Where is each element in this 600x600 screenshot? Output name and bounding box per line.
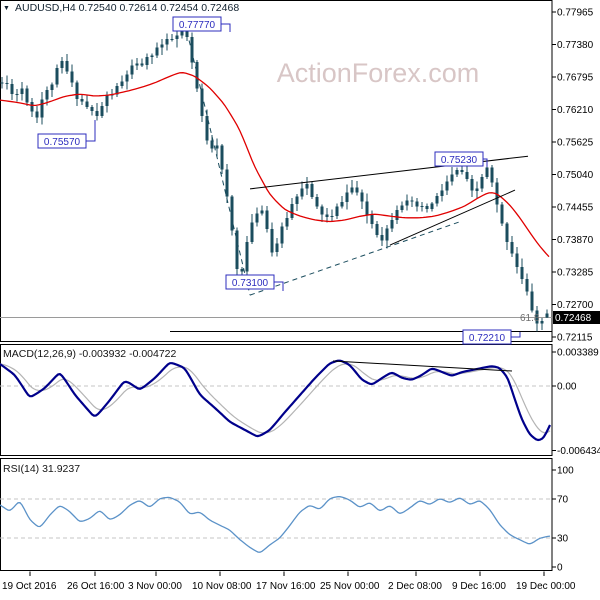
- rsi-indicator-title: RSI(14) 31.9237: [3, 463, 80, 475]
- svg-text:0.74455: 0.74455: [557, 203, 594, 214]
- svg-text:0.77380: 0.77380: [557, 40, 594, 51]
- svg-text:0.00: 0.00: [557, 382, 577, 393]
- svg-text:0.77770: 0.77770: [179, 20, 216, 31]
- current-price-tag-text: 0.72468: [555, 313, 592, 324]
- svg-text:25 Nov 00:00: 25 Nov 00:00: [320, 581, 380, 592]
- svg-text:0.77965: 0.77965: [557, 8, 594, 19]
- macd-indicator-title: MACD(12,26,9) -0.003932 -0.004722: [3, 348, 177, 360]
- svg-text:0.76210: 0.76210: [557, 105, 594, 116]
- price-level-labels: 0.77770 0.75570 0.75230 0.73100 0.72210: [37, 16, 521, 345]
- symbol-header: AUDUSD,H4 0.72540 0.72614 0.72454 0.7246…: [15, 2, 239, 14]
- svg-text:19 Dec 00:00: 19 Dec 00:00: [516, 581, 576, 592]
- rsi-panel[interactable]: 100 70 30 0: [0, 466, 574, 574]
- price-level-label[interactable]: 0.77770: [172, 16, 231, 32]
- panel-borders: [0, 0, 553, 571]
- svg-text:0.75570: 0.75570: [44, 137, 81, 148]
- svg-text:0.73285: 0.73285: [557, 268, 594, 279]
- svg-text:0.73100: 0.73100: [232, 278, 269, 289]
- svg-text:0.72210: 0.72210: [469, 333, 506, 344]
- price-level-label[interactable]: 0.73100: [225, 274, 284, 291]
- svg-text:0.73870: 0.73870: [557, 235, 594, 246]
- svg-text:0.72700: 0.72700: [557, 300, 594, 311]
- svg-text:26 Oct 16:00: 26 Oct 16:00: [67, 581, 125, 592]
- current-price-tag: [553, 311, 600, 324]
- moving-average-line: [0, 72, 550, 258]
- svg-text:19 Oct 2016: 19 Oct 2016: [2, 581, 57, 592]
- svg-text:-0.006434: -0.006434: [557, 446, 600, 457]
- candles[interactable]: [0, 18, 549, 332]
- price-axis: 0.77965 0.77380 0.76795 0.76210 0.75625 0.750…: [552, 8, 594, 344]
- svg-text:0.75230: 0.75230: [441, 155, 478, 166]
- svg-text:0.75040: 0.75040: [557, 170, 594, 181]
- svg-text:3 Nov 00:00: 3 Nov 00:00: [128, 581, 182, 592]
- svg-text:9 Dec 16:00: 9 Dec 16:00: [452, 581, 506, 592]
- svg-text:17 Nov 16:00: 17 Nov 16:00: [256, 581, 316, 592]
- svg-text:70: 70: [557, 495, 569, 506]
- price-level-label[interactable]: 0.72210: [462, 329, 521, 345]
- symbol-dropdown-icon[interactable]: ▼: [3, 5, 10, 12]
- svg-text:0.75625: 0.75625: [557, 138, 594, 149]
- svg-text:0.72115: 0.72115: [557, 333, 593, 344]
- svg-text:0.003389: 0.003389: [557, 348, 599, 359]
- svg-text:30: 30: [557, 533, 569, 544]
- price-level-label[interactable]: 0.75230: [434, 151, 488, 167]
- svg-text:0: 0: [557, 563, 563, 574]
- time-axis: 19 Oct 2016 26 Oct 16:00 3 Nov 00:00 10 Nov…: [2, 571, 576, 592]
- price-level-label[interactable]: 0.75570: [37, 120, 96, 149]
- svg-text:10 Nov 08:00: 10 Nov 08:00: [192, 581, 252, 592]
- svg-text:0.76795: 0.76795: [557, 73, 594, 84]
- macd-panel[interactable]: 0.003389 0.00 -0.006434: [0, 348, 600, 457]
- watermark: ActionForex.com: [277, 58, 480, 88]
- svg-text:100: 100: [557, 466, 574, 477]
- fib-level-label: 61.8: [520, 313, 540, 324]
- svg-text:2 Dec 08:00: 2 Dec 08:00: [388, 581, 442, 592]
